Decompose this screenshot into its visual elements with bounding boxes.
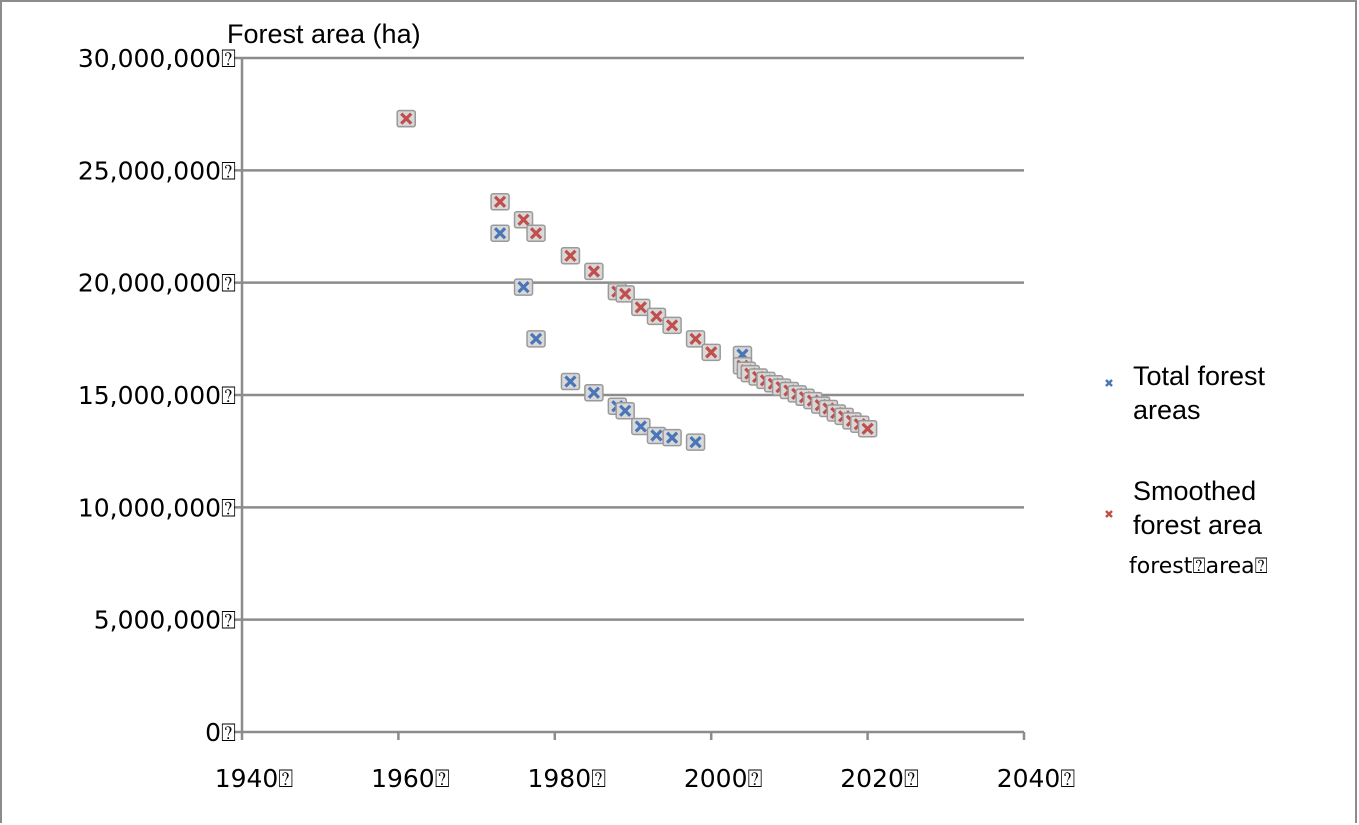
data-point bbox=[513, 278, 534, 296]
x-tick-label: 2020⍰ bbox=[840, 764, 919, 793]
y-tick-label: 30,000,000⍰ bbox=[78, 44, 236, 73]
series-total-forest-areas bbox=[396, 109, 753, 451]
x-tick-label: 2000⍰ bbox=[684, 764, 763, 793]
data-point bbox=[662, 316, 682, 335]
data-point bbox=[685, 330, 706, 348]
legend-marker bbox=[1105, 379, 1113, 387]
legend-label: Total forest bbox=[1133, 361, 1266, 391]
legend: Total forest areas Smoothed forest area fore… bbox=[1105, 361, 1268, 579]
data-point bbox=[631, 417, 651, 436]
data-point bbox=[526, 330, 546, 348]
y-tick-label: 5,000,000⍰ bbox=[94, 606, 236, 635]
data-point bbox=[513, 211, 534, 229]
data-point bbox=[560, 246, 581, 265]
y-tick-label: 15,000,000⍰ bbox=[78, 381, 236, 410]
data-point bbox=[396, 109, 416, 128]
data-point bbox=[584, 262, 604, 281]
axes bbox=[234, 56, 1026, 740]
data-point bbox=[490, 224, 510, 242]
legend-item-total: Total forest areas bbox=[1105, 361, 1266, 425]
legend-marker bbox=[1105, 510, 1113, 518]
legend-label: areas bbox=[1133, 395, 1201, 425]
gridlines bbox=[242, 56, 1024, 621]
y-tick-label: 0⍰ bbox=[205, 718, 236, 747]
data-point bbox=[646, 307, 667, 326]
legend-overflow-text: forest⍰area⍰ bbox=[1129, 554, 1268, 579]
data-point bbox=[631, 298, 651, 317]
data-point bbox=[490, 193, 510, 211]
y-tick-label: 20,000,000⍰ bbox=[78, 269, 236, 298]
data-point bbox=[646, 426, 667, 445]
data-series bbox=[396, 109, 878, 451]
data-point bbox=[615, 285, 635, 303]
x-tick-label: 2040⍰ bbox=[997, 764, 1076, 793]
y-axis-title: Forest area (ha) bbox=[227, 19, 421, 49]
x-tick-label: 1980⍰ bbox=[527, 764, 606, 793]
data-point bbox=[701, 343, 721, 362]
data-point bbox=[560, 372, 581, 391]
data-point bbox=[685, 433, 706, 451]
data-point bbox=[662, 428, 682, 447]
data-point bbox=[584, 384, 604, 402]
data-point bbox=[526, 224, 546, 242]
data-point bbox=[857, 419, 878, 438]
data-point bbox=[615, 401, 635, 420]
series-smoothed-forest-area bbox=[396, 109, 878, 438]
legend-label: Smoothed bbox=[1133, 476, 1256, 506]
y-tick-label: 10,000,000⍰ bbox=[78, 493, 236, 522]
y-tick-label: 25,000,000⍰ bbox=[78, 156, 236, 185]
tick-labels: 0⍰ 5,000,000⍰ 10,000,000⍰ 15,000,000⍰ 20,000… bbox=[78, 44, 1075, 793]
x-tick-label: 1940⍰ bbox=[215, 764, 294, 793]
legend-item-smoothed: Smoothed forest area bbox=[1105, 476, 1263, 540]
x-tick-label: 1960⍰ bbox=[371, 764, 450, 793]
legend-label: forest area bbox=[1133, 510, 1263, 540]
